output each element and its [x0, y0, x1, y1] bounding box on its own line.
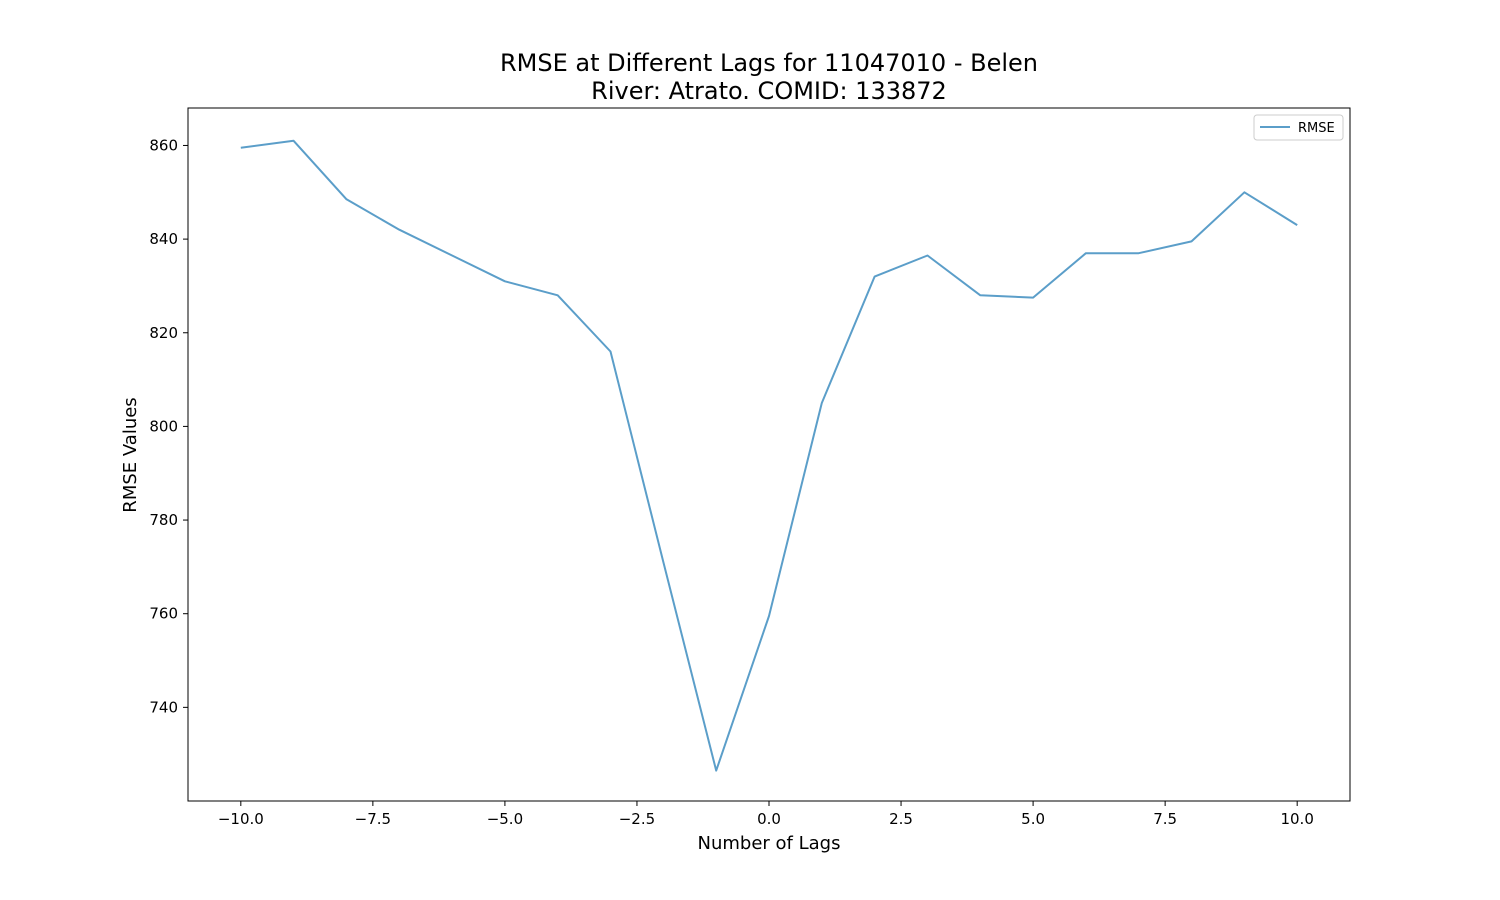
x-tick-label: 10.0	[1280, 810, 1313, 828]
y-axis: 740 760 780 800 820 840 860	[149, 136, 188, 716]
legend: RMSE	[1253, 114, 1344, 141]
chart-title-line-1: RMSE at Different Lags for 11047010 - Be…	[500, 49, 1038, 77]
y-axis-label: RMSE Values	[120, 397, 141, 512]
x-axis: −10.0 −7.5 −5.0 −2.5 0.0 2.5 5.0 7.5 10.0	[218, 801, 1314, 828]
y-tick-label: 820	[149, 324, 178, 342]
x-tick-label: 0.0	[757, 810, 781, 828]
y-tick-label: 780	[149, 511, 178, 529]
x-tick-label: −10.0	[218, 810, 264, 828]
y-tick-label: 840	[149, 230, 178, 248]
y-tick-label: 740	[149, 698, 178, 716]
plot-area	[187, 107, 1351, 802]
series-line-rmse	[240, 139, 1298, 772]
y-tick-label: 760	[149, 605, 178, 623]
y-tick-label: 860	[149, 136, 178, 154]
series-layer	[240, 139, 1298, 772]
legend-label: RMSE	[1298, 121, 1335, 136]
legend-box	[1253, 114, 1344, 141]
chart-title-line-2: River: Atrato. COMID: 133872	[591, 77, 947, 105]
x-axis-label: Number of Lags	[698, 833, 841, 854]
x-tick-label: 2.5	[889, 810, 913, 828]
x-tick-label: 7.5	[1153, 810, 1177, 828]
y-tick-label: 800	[149, 417, 178, 435]
x-tick-label: −5.0	[487, 810, 523, 828]
x-tick-label: −2.5	[619, 810, 655, 828]
x-tick-label: 5.0	[1021, 810, 1045, 828]
x-tick-label: −7.5	[355, 810, 391, 828]
